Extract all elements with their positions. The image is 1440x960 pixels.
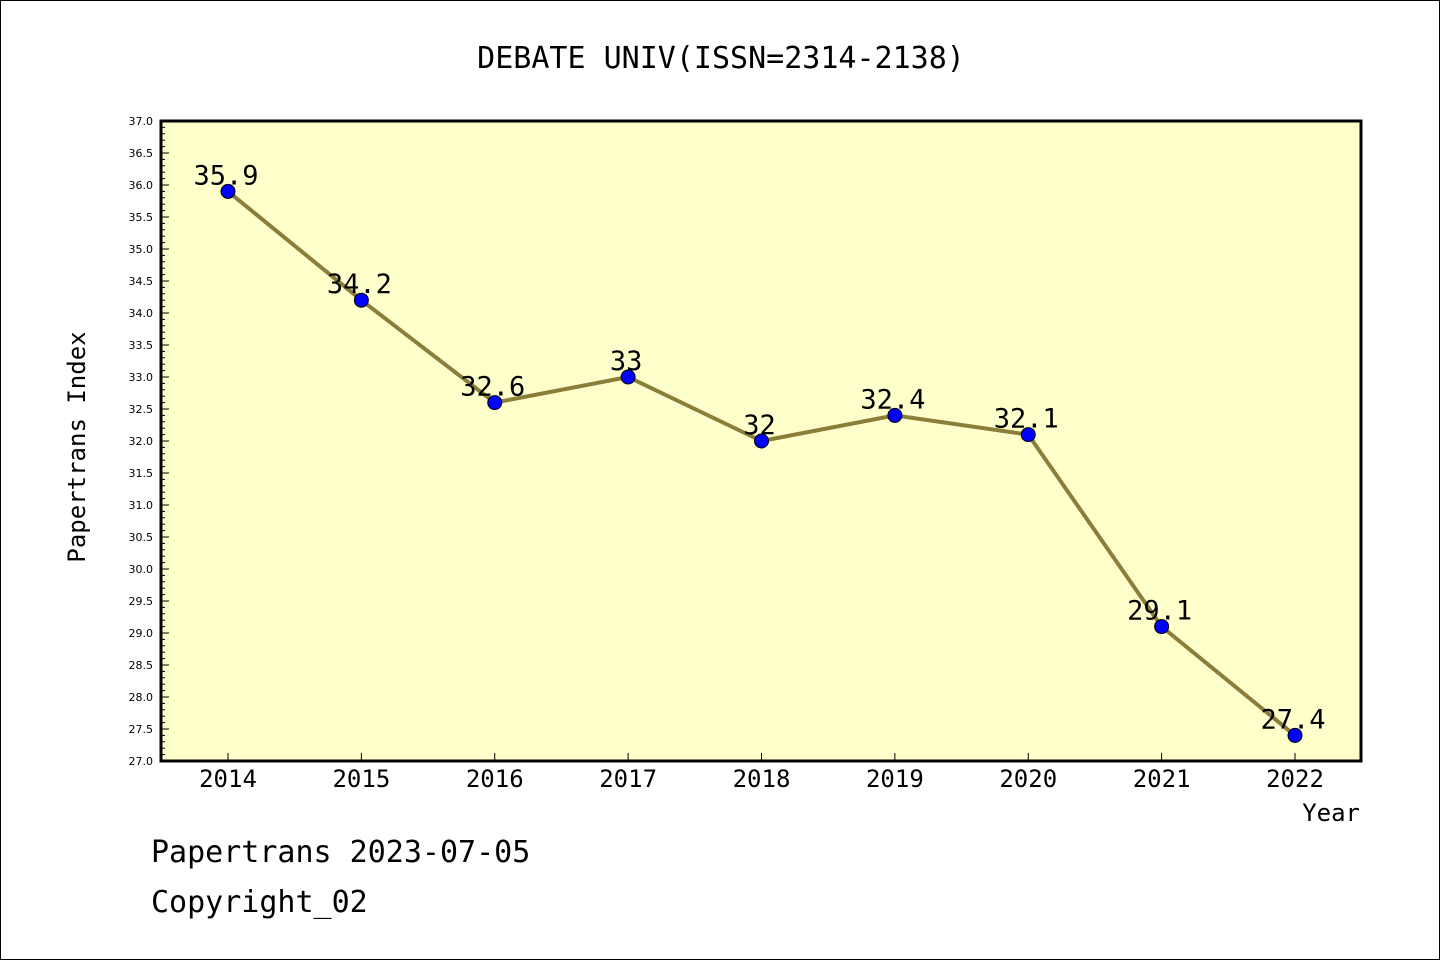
data-label: 32.1: [994, 404, 1059, 435]
data-point: [1287, 727, 1303, 743]
data-point: [1020, 427, 1036, 443]
x-tick-label: 2016: [466, 765, 524, 793]
x-tick-label: 2018: [733, 765, 791, 793]
footer-date-text: Papertrans 2023-07-05: [151, 835, 531, 870]
y-tick-label: 36.0: [129, 179, 154, 192]
data-point: [620, 369, 636, 385]
data-label: 27.4: [1260, 704, 1325, 735]
data-point: [487, 395, 503, 411]
data-label: 29.1: [1127, 596, 1192, 627]
data-point: [754, 433, 769, 449]
y-axis: 27.0 27.5 28.0 28.5 29.0 29.5 30.0 30.5 31.0 31.5…: [129, 115, 169, 768]
y-tick-label: 31.5: [129, 467, 154, 480]
y-tick-label: 35.0: [129, 243, 154, 256]
y-tick-label: 30.5: [129, 531, 154, 544]
y-tick-label: 34.0: [129, 307, 154, 320]
y-tick-label: 33.0: [129, 371, 154, 384]
data-label: 32: [743, 410, 776, 441]
y-tick-label: 28.0: [129, 691, 154, 704]
data-point: [1154, 619, 1170, 635]
y-tick-label: 27.0: [129, 755, 154, 768]
y-tick-label: 30.0: [129, 563, 154, 576]
y-tick-label: 35.5: [129, 211, 154, 224]
x-tick-label: 2014: [199, 765, 257, 793]
y-tick-label: 29.5: [129, 595, 154, 608]
x-tick-label: 2017: [599, 765, 657, 793]
y-tick-label: 37.0: [129, 115, 154, 128]
footer-copyright-text: Copyright_02: [151, 885, 368, 920]
x-tick-label: 2015: [332, 765, 390, 793]
y-tick-label: 27.5: [129, 723, 154, 736]
y-tick-label: 32.5: [129, 403, 154, 416]
y-tick-label: 28.5: [129, 659, 154, 672]
data-label: 32.6: [460, 372, 525, 403]
y-axis-label: Papertrans Index: [63, 331, 91, 562]
data-point: [220, 183, 236, 199]
x-axis-label: Year: [1302, 799, 1360, 827]
y-tick-label: 31.0: [129, 499, 154, 512]
data-point: [887, 407, 903, 423]
y-tick-label: 34.5: [129, 275, 154, 288]
chart-title: DEBATE UNIV(ISSN=2314-2138): [477, 41, 965, 76]
x-tick-label: 2021: [1133, 765, 1191, 793]
plot-frame: [159, 119, 1363, 763]
series-layer: 35.9 34.2 32.6 33 32 32.4 32.1 29.1 27.4: [193, 160, 1326, 743]
x-axis: 2014 2015 2016 2017 2018 2019 2020 2021 2022: [199, 753, 1324, 793]
y-tick-label: 36.5: [129, 147, 154, 160]
data-label: 33: [610, 346, 643, 377]
data-point: [353, 292, 369, 308]
x-tick-label: 2022: [1266, 765, 1324, 793]
y-tick-label: 33.5: [129, 339, 154, 352]
y-tick-label: 32.0: [129, 435, 154, 448]
x-tick-label: 2020: [999, 765, 1057, 793]
data-label: 32.4: [860, 384, 925, 415]
y-tick-label: 29.0: [129, 627, 154, 640]
data-label: 35.9: [193, 160, 258, 191]
data-label: 34.2: [327, 269, 392, 300]
x-tick-label: 2019: [866, 765, 924, 793]
